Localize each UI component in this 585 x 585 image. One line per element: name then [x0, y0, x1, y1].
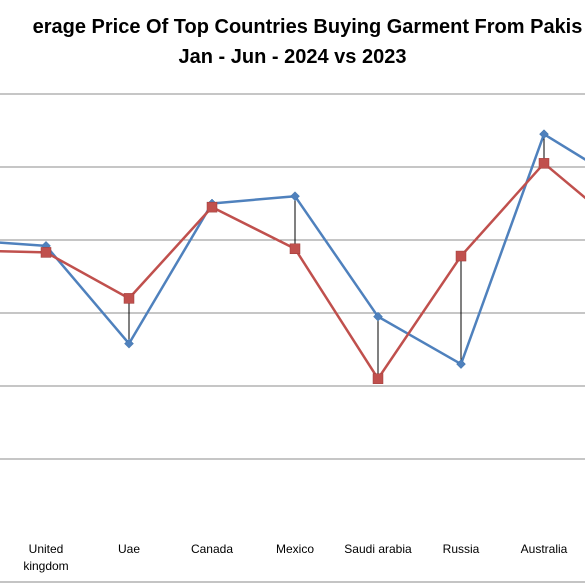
chart-title-line-1: erage Price Of Top Countries Buying Garm… — [32, 16, 583, 38]
x-tick-label-line: United — [29, 542, 64, 556]
series-2-point — [289, 243, 301, 255]
chart-title: erage Price Of Top Countries Buying Garm… — [0, 12, 585, 72]
series-1-point — [373, 311, 383, 322]
x-tick-label-line: Mexico — [276, 542, 314, 556]
drop-lines — [45, 134, 545, 379]
x-axis-tick-labels: sUnitedkingdomUaeCanadaMexicoSaudi arabi… — [23, 542, 568, 573]
series-1-point — [539, 129, 549, 140]
x-tick-label: Canada — [191, 542, 233, 556]
series-1-point — [290, 191, 300, 202]
x-tick-label: Saudi arabia — [344, 542, 412, 556]
x-tick-label-line: kingdom — [23, 559, 68, 573]
series-lines — [0, 132, 585, 380]
x-tick-label-line: Uae — [118, 542, 140, 556]
x-tick-label-line: Canada — [191, 542, 233, 556]
x-tick-label: Russia — [443, 542, 480, 556]
series-2-point — [372, 373, 384, 384]
x-tick-label: United kingdom — [23, 542, 68, 573]
x-tick-label: Mexico — [276, 542, 314, 556]
series-2-point — [206, 201, 218, 213]
series-2-point — [455, 250, 467, 262]
series-2-point — [538, 158, 550, 169]
x-tick-label-line: Australia — [521, 542, 568, 556]
x-tick-label: Uae — [118, 542, 140, 556]
series-1-point — [456, 359, 466, 369]
series-1-point — [124, 338, 134, 349]
series-2-point — [123, 293, 135, 304]
series-2-point — [40, 247, 52, 258]
chart-title-line-2: Jan - Jun - 2024 vs 2023 — [178, 46, 407, 68]
series-markers — [40, 129, 550, 384]
x-tick-label-line: Russia — [443, 542, 480, 556]
x-tick-label: Australia — [521, 542, 568, 556]
gridlines — [0, 93, 585, 460]
x-tick-label-line: Saudi arabia — [344, 542, 412, 556]
